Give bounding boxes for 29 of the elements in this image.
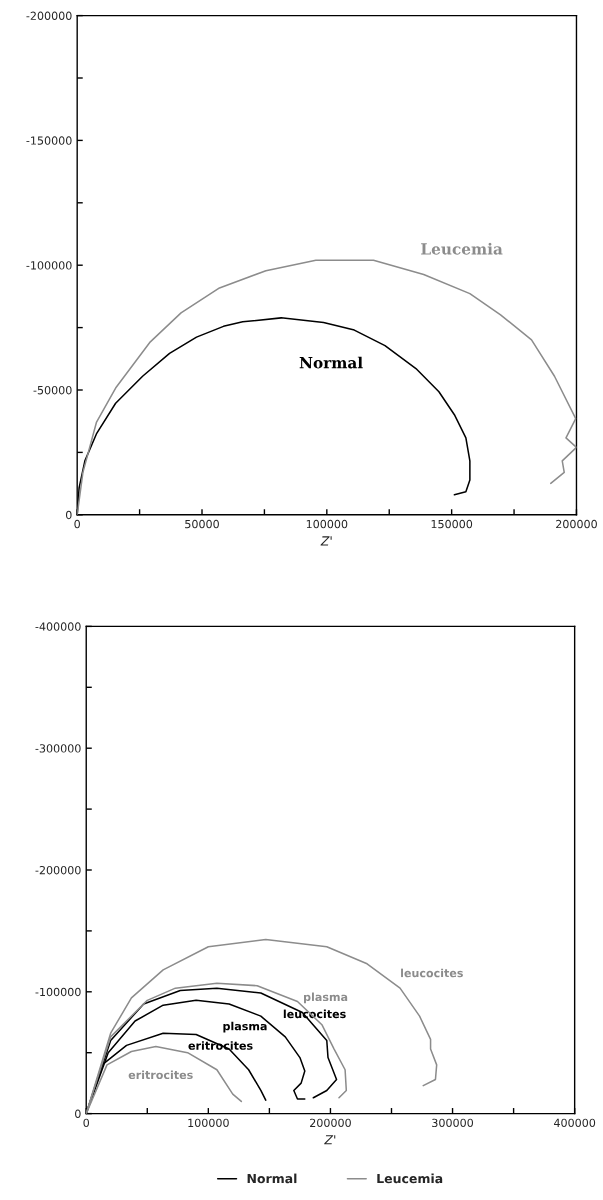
x-tick-label: 400000 (553, 1118, 596, 1128)
y-tick-label: 0 (65, 510, 72, 520)
y-tick-label: -200000 (26, 11, 72, 20)
series-label: leucocites (401, 968, 463, 978)
text: Leucemia (377, 1173, 443, 1184)
y-tick-label: 0 (75, 1109, 81, 1118)
series-label: Leucemia (421, 242, 503, 255)
y-tick-label: -300000 (35, 744, 81, 753)
y-tick-label: -100000 (35, 987, 81, 997)
x-tick-label: 200000 (556, 519, 597, 529)
series-label: plasma (304, 992, 348, 1004)
y-tick-label: -400000 (35, 622, 81, 631)
y-tick-label: -200000 (35, 865, 81, 875)
series-label: Normal (299, 356, 363, 369)
y-tick-label: -150000 (26, 136, 72, 145)
x-tick-label: 100000 (306, 519, 348, 529)
x-tick-label: 300000 (432, 1118, 474, 1128)
series-label: plasma (223, 1021, 267, 1033)
series-label: eritrocites (128, 1070, 193, 1080)
x-tick-label: 50000 (185, 519, 219, 529)
y-tick-label: -100000 (26, 261, 72, 270)
x-axis-title: Z' (320, 536, 332, 546)
y-tick-label: -50000 (33, 385, 72, 395)
x-tick-label: 0 (83, 1118, 90, 1128)
x-tick-label: 200000 (310, 1118, 351, 1128)
x-axis-title: Z' (324, 1135, 336, 1145)
x-tick-label: 150000 (431, 519, 473, 529)
x-tick-label: 100000 (188, 1118, 229, 1128)
text: Normal (247, 1173, 297, 1184)
